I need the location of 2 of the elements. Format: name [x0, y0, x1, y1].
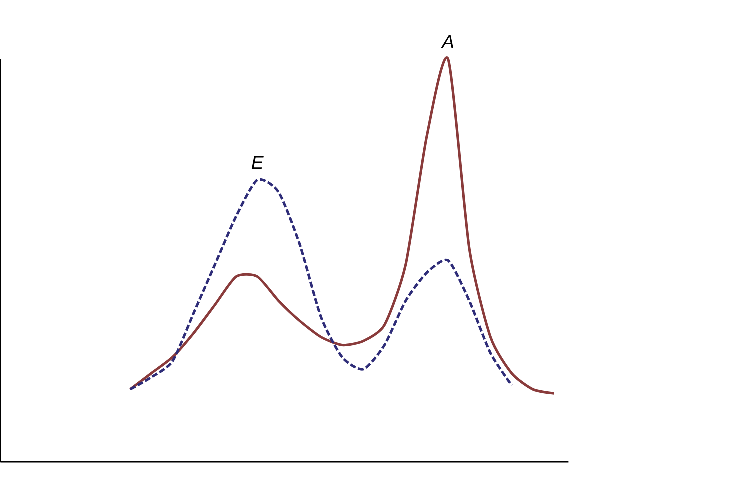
- annotation: E: [252, 156, 264, 170]
- text: A: [441, 36, 454, 49]
